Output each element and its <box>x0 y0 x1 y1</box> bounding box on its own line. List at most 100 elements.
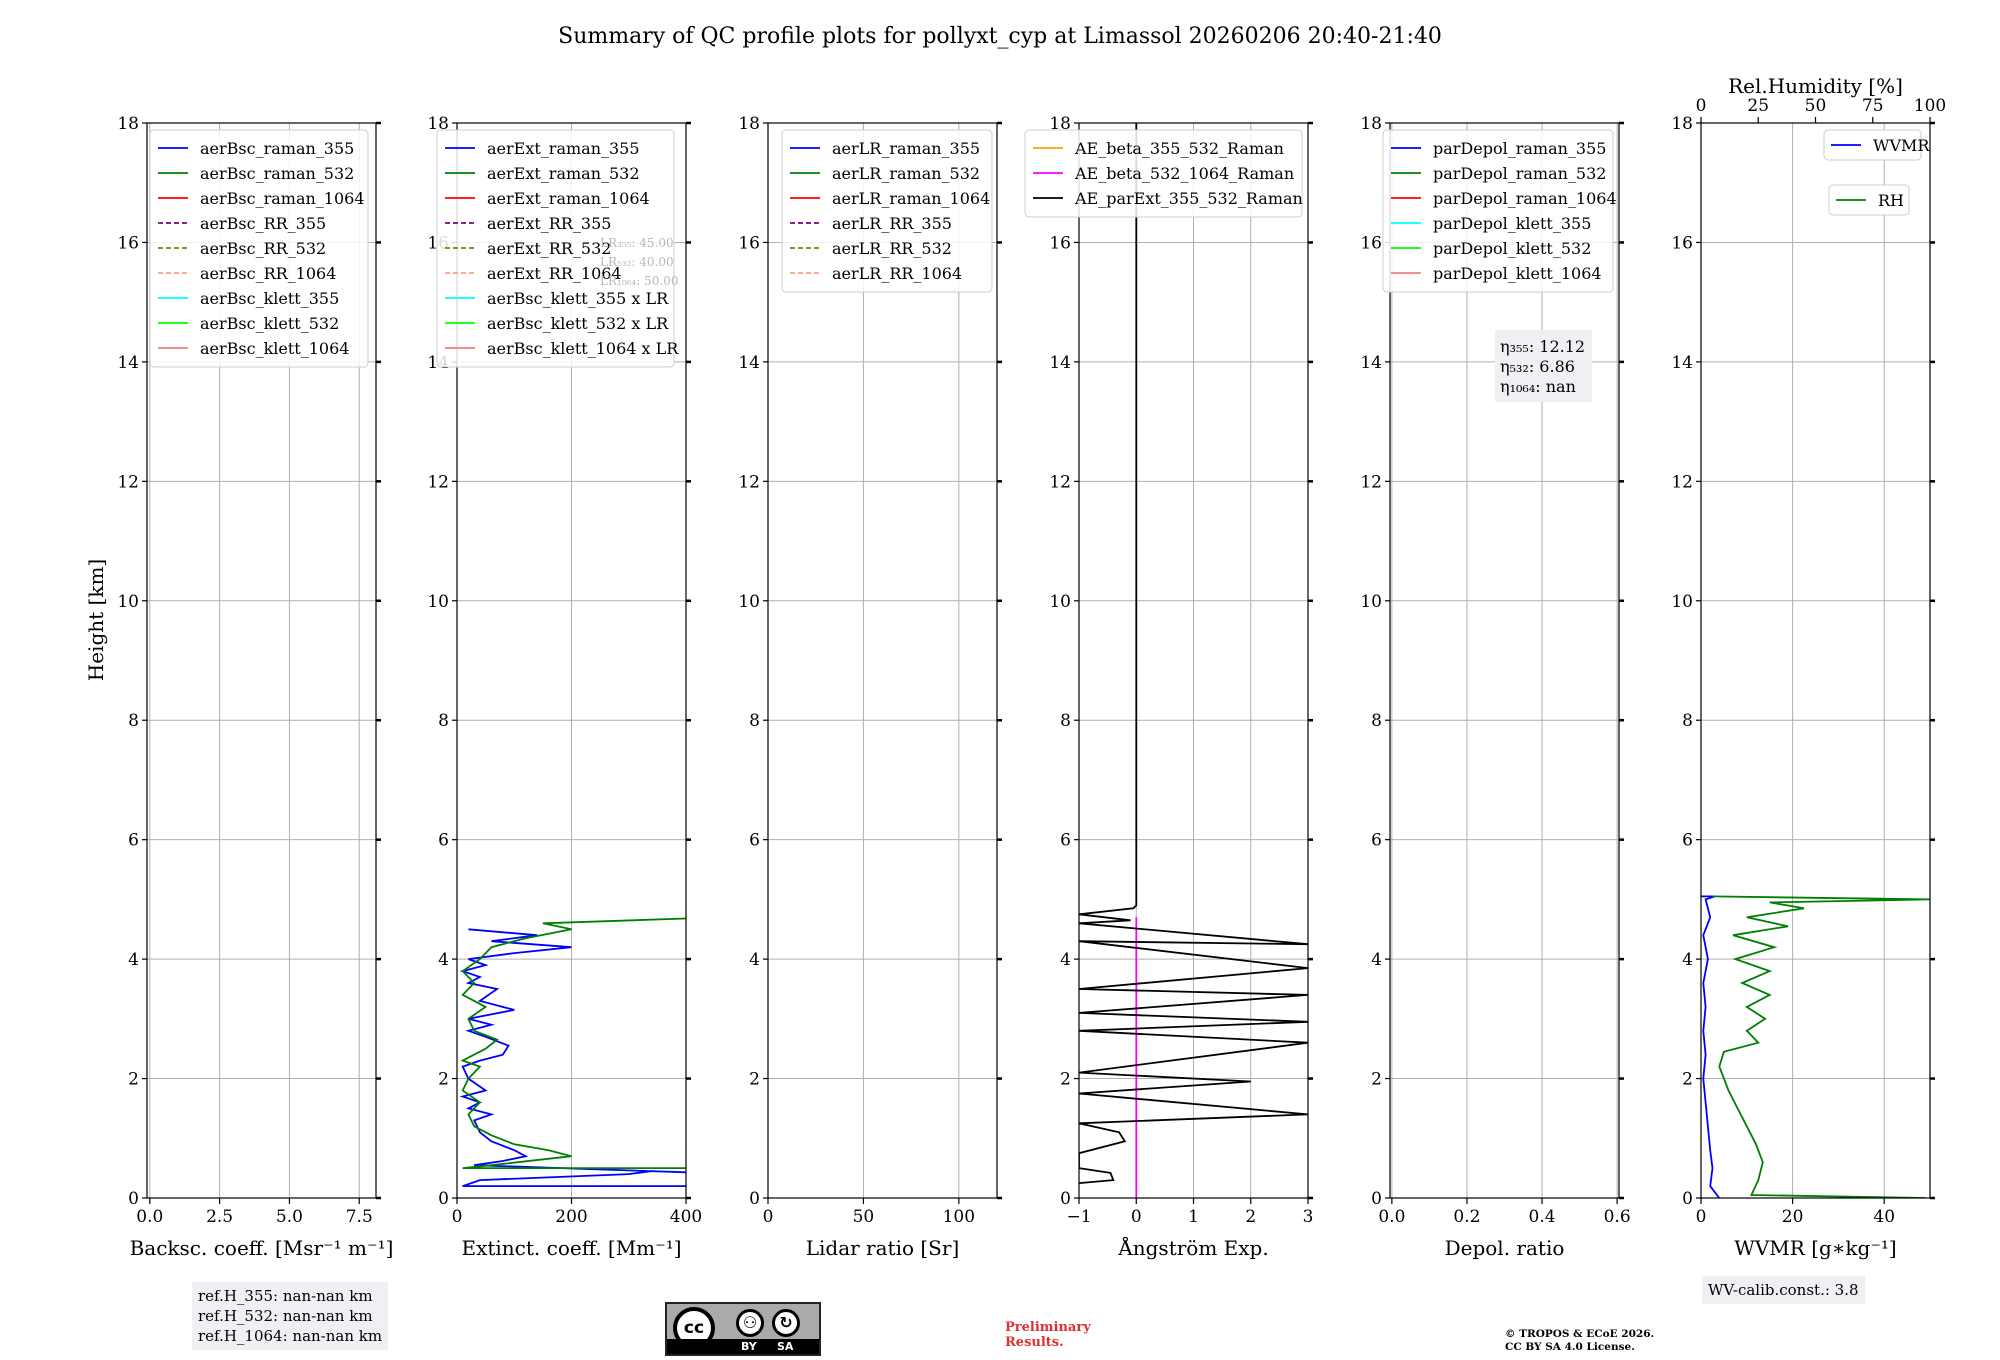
y-tick-label: 6 <box>438 831 449 851</box>
axes-frame <box>1389 122 1620 1199</box>
legend-frame <box>781 129 993 293</box>
y-tick-label: 10 <box>1671 592 1693 612</box>
y-tick-label: 4 <box>1682 950 1693 970</box>
y-tick-label: 18 <box>427 114 449 134</box>
y-tick-label: 12 <box>117 472 139 492</box>
legend-rh: RH <box>1828 184 1910 216</box>
lr-label: LR₅₃₂: 40.00 <box>600 255 674 269</box>
legend-frame <box>436 129 675 368</box>
legend-label: aerExt_raman_355 <box>487 139 640 158</box>
lr-label: LR₁₀₆₄: 50.00 <box>600 274 678 288</box>
legend-label: WVMR <box>1873 136 1930 155</box>
legend-label: aerLR_RR_532 <box>832 239 952 258</box>
legend-label: RH <box>1878 191 1904 210</box>
panel-2: 0246810121416180200400Extinct. coeff. [M… <box>427 114 702 1260</box>
y-tick-label: 0 <box>128 1189 139 1209</box>
legend-frame <box>1823 129 1922 161</box>
y-tick-label: 14 <box>117 353 139 373</box>
y-tick-label: 10 <box>427 592 449 612</box>
cc-strip <box>667 1339 819 1354</box>
panel-3: 0 2 4 6 8 10 12 14 16 18 0 50 100 Lidar ratio [Sr] aer… <box>738 114 1002 1260</box>
panel-5: 0 2 4 6 8 10 12 14 16 18 0.0 0.2 0.4 0.6 Depol. ratio p… <box>1360 114 1630 1260</box>
y-tick-label: 12 <box>427 472 449 492</box>
y-tick-label: 16 <box>1671 233 1693 253</box>
axes-frame <box>146 122 377 1199</box>
preliminary-results-note: Preliminary Results. <box>1005 1320 1091 1350</box>
series-RH <box>1712 895 1930 1198</box>
sa-share-icon: ↻ <box>772 1309 800 1337</box>
axes-frame <box>1700 122 1931 1199</box>
y-tick-label: 16 <box>117 233 139 253</box>
x-axis-label: Depol. ratio <box>1445 1236 1565 1260</box>
series-aerExt_raman_532 <box>460 917 686 1169</box>
x-tick-label: 0 <box>763 1207 774 1227</box>
y-tick-label: 8 <box>1682 711 1693 731</box>
y-tick-label: 6 <box>1371 831 1382 851</box>
axes-frame <box>767 122 998 1199</box>
y-tick-label: 12 <box>738 472 760 492</box>
legend-label: aerBsc_raman_1064 <box>200 189 365 208</box>
series-WVMR <box>1701 895 1721 1198</box>
y-tick-label: 4 <box>1371 950 1382 970</box>
legend-label: aerBsc_klett_1064 <box>200 339 349 358</box>
eta-value: η₃₅₅: 12.12 <box>1500 337 1585 356</box>
x-tick-label: 40 <box>1873 1207 1895 1227</box>
x-tick-label: 3 <box>1303 1207 1314 1227</box>
legend-label: aerExt_raman_1064 <box>487 189 650 208</box>
y-tick-label: 2 <box>128 1070 139 1090</box>
preliminary-line-1: Preliminary <box>1005 1320 1091 1335</box>
legend-label: aerBsc_klett_532 x LR <box>487 314 669 333</box>
x-tick-label: 1 <box>1188 1207 1199 1227</box>
legend-frame <box>1024 129 1303 218</box>
panel-1: 0 2 4 6 8 10 12 14 16 18 0.0 2.5 5.0 7.5 Backsc. coeff… <box>117 114 393 1260</box>
y-tick-label: 18 <box>117 114 139 134</box>
y-tick-label: 10 <box>738 592 760 612</box>
y-tick-label: 4 <box>749 950 760 970</box>
legend-label: aerExt_RR_1064 <box>487 264 622 283</box>
y-tick-label: 0 <box>1682 1189 1693 1209</box>
legend-label: aerExt_RR_355 <box>487 214 611 233</box>
x-tick-label: 0 <box>1131 1207 1142 1227</box>
x2-tick-label: 25 <box>1747 96 1769 116</box>
y-tick-label: 0 <box>1371 1189 1382 1209</box>
y-tick-label: 6 <box>1682 831 1693 851</box>
legend: aerLR_raman_355 aerLR_raman_532 aerLR_rama… <box>781 129 993 293</box>
copyright-line-1: © TROPOS & ECoE 2026. <box>1505 1328 1655 1340</box>
y-tick-label: 2 <box>1060 1070 1071 1090</box>
copyright-line-2: CC BY SA 4.0 License. <box>1505 1341 1635 1353</box>
legend-label: aerLR_raman_355 <box>832 139 980 158</box>
by-person-icon: ⚇ <box>736 1309 764 1337</box>
y-tick-label: 6 <box>128 831 139 851</box>
y-tick-label: 14 <box>1360 353 1382 373</box>
wv-calib-box: WV-calib.const.: 3.8 <box>1702 1276 1865 1304</box>
y-tick-label: 10 <box>1360 592 1382 612</box>
legend-label: parDepol_raman_532 <box>1433 164 1606 183</box>
y-tick-label: 8 <box>749 711 760 731</box>
y-tick-label: 4 <box>438 950 449 970</box>
x2-axis-label: Rel.Humidity [%] <box>1728 74 1903 98</box>
legend-label: aerLR_RR_1064 <box>832 264 962 283</box>
y-tick-label: 18 <box>1671 114 1693 134</box>
y-tick-label: 12 <box>1360 472 1382 492</box>
legend-label: aerBsc_klett_355 <box>200 289 339 308</box>
x-tick-label: 2 <box>1245 1207 1256 1227</box>
x-tick-label: 5.0 <box>276 1207 303 1227</box>
series-AE_parExt_355_532_Raman <box>1079 123 1308 1184</box>
x-tick-label: 0.0 <box>136 1207 163 1227</box>
y-tick-label: 16 <box>1049 233 1071 253</box>
y-tick-label: 16 <box>738 233 760 253</box>
legend-label: aerBsc_RR_1064 <box>200 264 336 283</box>
legend-label: AE_parExt_355_532_Raman <box>1074 189 1303 208</box>
legend: aerBsc_raman_355 aerBsc_raman_532 aerBsc_r… <box>149 129 369 368</box>
legend: aerExt_raman_355 aerExt_raman_532 aerExt_r… <box>436 129 679 368</box>
y-tick-label: 16 <box>1360 233 1382 253</box>
legend-label: aerBsc_klett_1064 x LR <box>487 339 679 358</box>
y-tick-label: 2 <box>1682 1070 1693 1090</box>
legend-label: aerBsc_raman_355 <box>200 139 354 158</box>
x-tick-label: 400 <box>670 1207 702 1227</box>
y-tick-label: 8 <box>1060 711 1071 731</box>
legend-label: aerLR_raman_1064 <box>832 189 990 208</box>
y-tick-label: 8 <box>438 711 449 731</box>
